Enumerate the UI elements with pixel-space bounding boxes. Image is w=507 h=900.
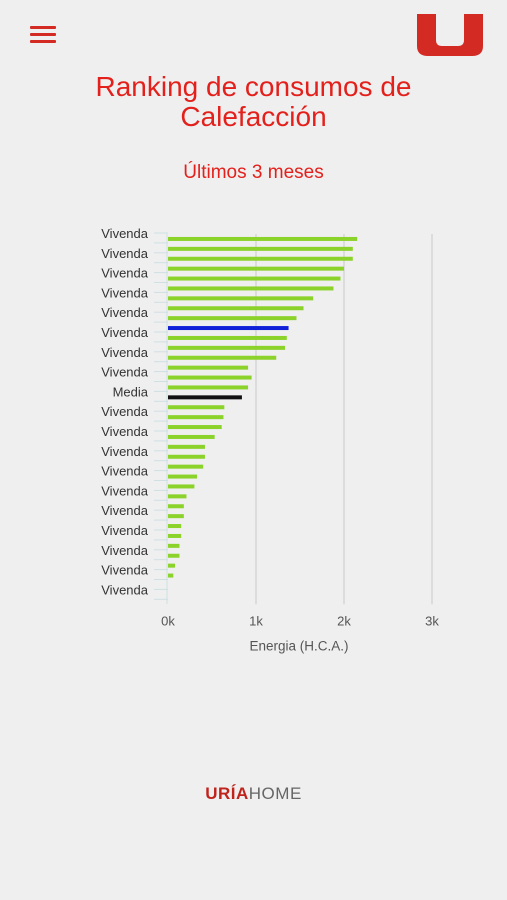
bar-default [168,573,174,578]
bar-default [168,335,287,340]
bar-default [168,504,184,509]
x-tick-label: 0k [161,613,175,628]
bar-default [168,474,198,479]
x-tick-label: 2k [337,613,351,628]
bar-default [168,345,286,350]
category-label: Vivenda [101,582,149,597]
page-title-line1: Ranking de consumos de [95,71,412,102]
menu-line [30,26,56,29]
bar-default [168,543,180,548]
consumption-ranking-chart: Vivenda Vivenda Vivenda Vivenda Vivenda Viven… [101,226,439,653]
category-label: Vivenda [101,226,149,241]
x-tick-label: 3k [425,613,439,628]
bar-default [168,296,314,301]
category-label: Vivenda [101,345,149,360]
category-label: Vivenda [101,305,149,320]
category-label: Vivenda [101,424,149,439]
x-axis-title: Energia (H.C.A.) [249,638,348,653]
page-title: Ranking de consumos de Calefacción [0,72,507,132]
menu-line [30,33,56,36]
category-label: Vivenda [101,523,149,538]
bar-default [168,236,358,241]
page-title-line2: Calefacción [180,101,327,132]
category-label: Vivenda [101,404,149,419]
bar-default [168,385,249,390]
hamburger-menu-icon[interactable] [30,26,56,46]
x-tick-label: 1k [249,613,263,628]
category-label: Vivenda [101,365,149,380]
footer-brand-part2: HOME [248,784,302,803]
uria-u-logo[interactable] [412,10,488,60]
bar-default [168,306,304,311]
page-subtitle: Últimos 3 meses [183,162,324,183]
footer-brand-part1: URÍA [205,784,249,803]
bar-highlight [168,326,289,331]
bar-default [168,434,215,439]
bar-default [168,563,176,568]
category-label: Vivenda [101,503,149,518]
bar-default [168,553,180,558]
bar-default [168,276,341,281]
footer-brand-logo: URÍAHOME [0,784,507,804]
bar-default [168,365,249,370]
bar-default [168,524,182,529]
category-label: Vivenda [101,464,149,479]
bar-default [168,355,277,360]
bar-default [168,484,195,489]
bar-default [168,256,353,261]
bar-default [168,514,184,519]
bar-default [168,444,205,449]
menu-line [30,40,56,43]
category-label: Vivenda [101,266,149,281]
category-label: Vivenda [101,325,149,340]
category-label: Vivenda [101,563,149,578]
category-label: Vivenda [101,285,149,300]
bar-default [168,375,252,380]
bar-default [168,533,182,538]
bar-default [168,405,225,410]
category-label: Media [113,384,149,399]
bar-default [168,425,222,430]
bar-default [168,246,353,251]
category-label: Vivenda [101,444,149,459]
bar-default [168,415,224,420]
bar-default [168,266,344,271]
category-label: Vivenda [101,483,149,498]
category-label: Vivenda [101,246,149,261]
category-label: Vivenda [101,543,149,558]
bar-default [168,286,334,291]
bar-default [168,454,205,459]
bar-average [168,395,242,400]
bar-default [168,464,204,469]
bar-default [168,316,297,321]
bar-default [168,494,187,499]
